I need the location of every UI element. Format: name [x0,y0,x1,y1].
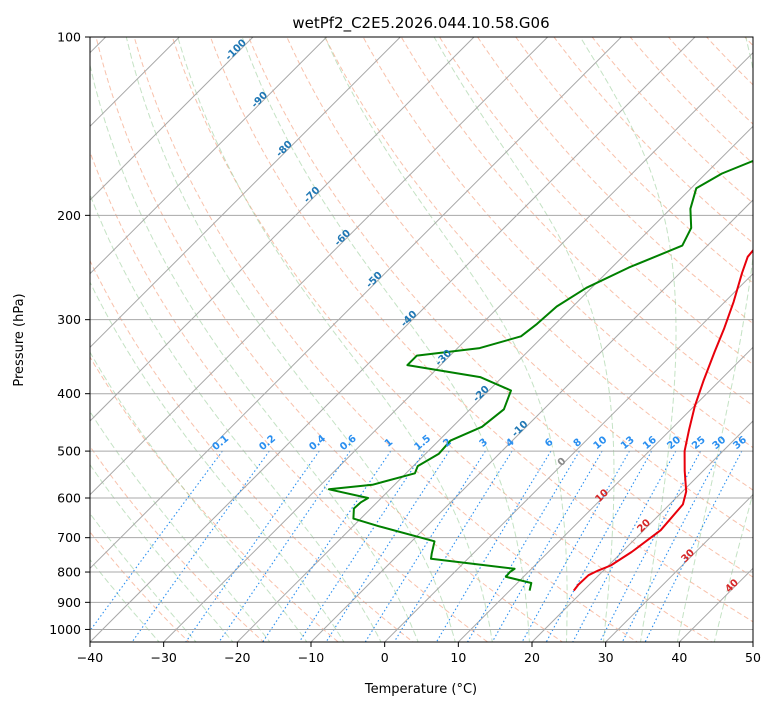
chart-title: wetPf2_C2E5.2026.044.10.58.G06 [292,14,549,33]
isotherm-line [604,493,753,642]
background-lines [90,37,753,642]
isotherm-line [531,420,753,642]
dry-adiabat-line [95,37,564,642]
isotherm-line [90,37,475,422]
mixing-ratio-line [298,450,425,642]
dry-adiabat-line [248,37,753,578]
x-tick-label: −40 [77,650,103,665]
mixing-ratio-line [621,450,722,642]
isotherm-line [90,37,254,201]
moist-adiabat-line [579,37,677,642]
isotherm-line [90,37,402,349]
dewpoint-profile [327,159,753,591]
mixing-ratio-line [466,450,580,642]
mixing-ratio-line [491,450,603,642]
dry-adiabat-line [209,37,753,623]
mixing-ratio-line [521,450,630,642]
dry-adiabat-line [90,259,414,642]
x-tick-label: 50 [745,650,761,665]
plot-frame [89,36,754,643]
mixing-ratio-line [262,450,392,642]
dry-adiabat-line [286,37,753,534]
x-tick-label: −30 [150,650,176,665]
x-tick-label: 0 [381,650,389,665]
dry-adiabat-line [324,37,753,491]
dry-adiabat-line [629,37,753,165]
dry-adiabat-line [591,37,753,204]
x-tick-label: 10 [450,650,466,665]
y-tick-label: 1000 [49,622,81,637]
moist-adiabat-line [241,37,530,642]
mixing-ratio-line [435,450,552,642]
y-tick-label: 200 [57,208,81,223]
moist-adiabat-line [324,37,568,642]
dry-adiabat-line [90,356,340,642]
dry-adiabat-line [90,531,190,642]
dry-adiabat-line [477,37,753,325]
y-tick-label: 700 [57,530,81,545]
moist-adiabat-line [676,37,753,642]
x-tick-label: 30 [598,650,614,665]
isotherm-line [162,51,753,642]
y-axis-ticks: 100 200 300 400 500 600 700 800 900 1000 [49,30,90,637]
x-tick-label: 20 [524,650,540,665]
isotherm-line [310,199,753,642]
dry-adiabat-line [362,37,753,449]
moist-adiabat-line [90,351,308,642]
mixing-ratio-line [90,450,223,632]
moist-adiabat-line [125,37,456,642]
y-tick-label: 100 [57,30,81,45]
isotherm-line [383,272,753,642]
mixing-ratio-line [644,450,743,642]
y-tick-label: 300 [57,312,81,327]
x-tick-label: −20 [224,650,250,665]
y-tick-label: 600 [57,491,81,506]
y-tick-label: 800 [57,565,81,580]
dry-adiabat-line [400,37,753,407]
x-axis-label: Temperature (°C) [364,682,477,697]
isotherm-line [90,37,623,570]
x-axis-ticks: −40 −30 −20 −10 0 10 20 30 40 50 [77,642,761,665]
mixing-ratio-line [185,450,320,642]
isotherm-line [457,346,753,642]
moist-adiabat-line [177,37,493,642]
dry-adiabat-line [515,37,753,284]
isotherm-line [90,37,549,496]
mixing-ratio-line [545,450,653,642]
isotherm-line [236,125,753,642]
sounding-profiles [327,159,753,592]
y-tick-label: 900 [57,595,81,610]
mixing-ratio-line [572,450,677,642]
dry-adiabat-line [90,150,489,642]
y-tick-label: 500 [57,444,81,459]
x-tick-label: −10 [298,650,324,665]
temperature-profile [573,248,753,592]
y-axis-label: Pressure (hPa) [12,293,27,386]
x-tick-label: 40 [671,650,687,665]
isotherm-line [90,37,328,275]
isotherm-line [90,37,696,642]
moist-adiabat-line [433,37,615,642]
y-tick-label: 400 [57,386,81,401]
mixing-ratio-line [599,450,701,642]
